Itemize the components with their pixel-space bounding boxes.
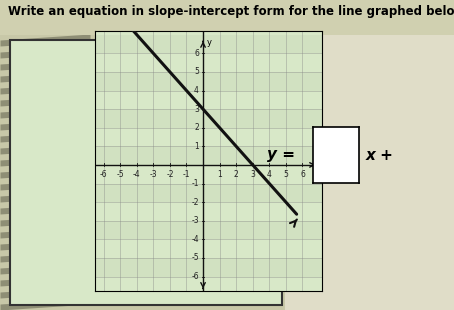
Bar <box>10 40 282 305</box>
Bar <box>95 91 322 109</box>
Bar <box>95 35 322 53</box>
Text: 3: 3 <box>194 104 199 114</box>
Text: 2: 2 <box>194 123 199 132</box>
Bar <box>95 165 322 184</box>
Bar <box>95 221 322 239</box>
Text: -4: -4 <box>191 235 199 244</box>
Text: 6: 6 <box>300 170 305 179</box>
Text: Write an equation in slope-intercept form for the line graphed below.: Write an equation in slope-intercept for… <box>8 6 454 19</box>
Text: 4: 4 <box>267 170 272 179</box>
Bar <box>95 53 322 72</box>
Text: -3: -3 <box>149 170 157 179</box>
Text: 6: 6 <box>194 49 199 58</box>
Text: 4: 4 <box>194 86 199 95</box>
Text: 1: 1 <box>217 170 222 179</box>
Text: -4: -4 <box>133 170 141 179</box>
Text: -5: -5 <box>116 170 124 179</box>
Text: -3: -3 <box>191 216 199 225</box>
Text: -5: -5 <box>191 253 199 263</box>
Bar <box>95 239 322 258</box>
Bar <box>95 72 322 91</box>
Bar <box>95 146 322 165</box>
Text: 3: 3 <box>250 170 255 179</box>
Text: 2: 2 <box>234 170 238 179</box>
Text: -1: -1 <box>192 179 199 188</box>
Text: -6: -6 <box>100 170 108 179</box>
Text: x +: x + <box>365 148 393 162</box>
Bar <box>285 0 454 310</box>
Bar <box>95 128 322 146</box>
Text: -2: -2 <box>192 197 199 207</box>
Text: -2: -2 <box>166 170 173 179</box>
Text: -1: -1 <box>183 170 190 179</box>
Bar <box>95 109 322 128</box>
Text: x: x <box>315 150 320 159</box>
Text: y: y <box>207 38 212 47</box>
Bar <box>95 202 322 221</box>
Bar <box>0 0 454 35</box>
Text: y =: y = <box>267 148 295 162</box>
Bar <box>95 184 322 202</box>
Bar <box>95 258 322 277</box>
Text: 5: 5 <box>283 170 288 179</box>
Text: 5: 5 <box>194 67 199 77</box>
Text: 1: 1 <box>194 142 199 151</box>
Text: -6: -6 <box>191 272 199 281</box>
